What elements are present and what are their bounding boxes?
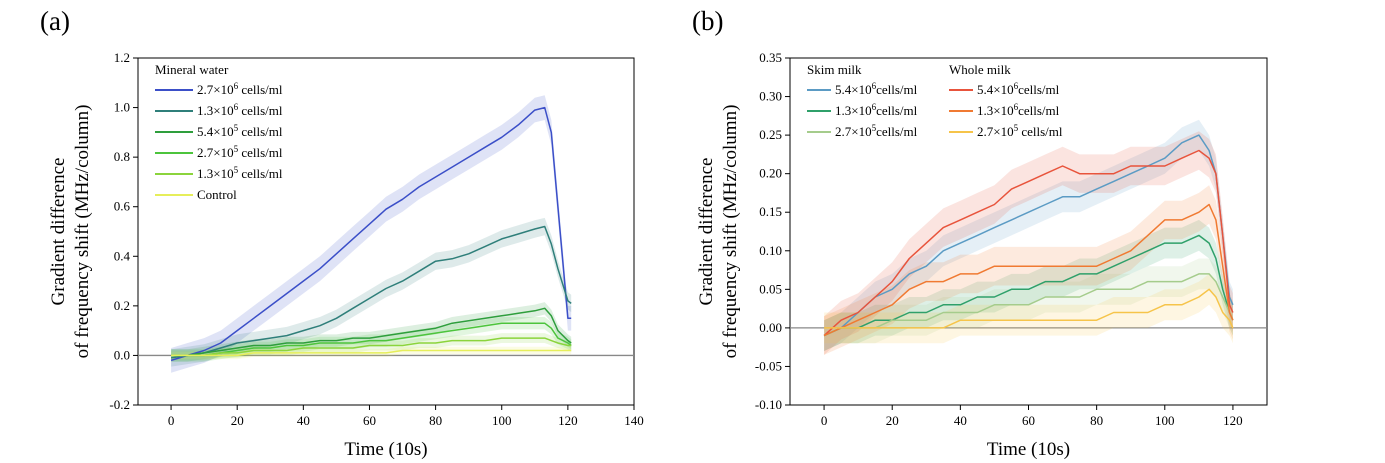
series-line bbox=[823, 134, 1234, 337]
series-line bbox=[170, 225, 572, 359]
x-tick-label: 120 bbox=[558, 413, 578, 428]
y-axis-label-line2: of frequency shift (MHz/column) bbox=[720, 105, 741, 359]
legend-label: 2.7×105cells/ml bbox=[835, 123, 918, 139]
series-band bbox=[171, 95, 572, 373]
y-tick-label: -0.2 bbox=[109, 397, 130, 412]
panel-a: (a) 0 20 40 60 80 100 120 140 -0.2 0.0 0.2 0.4 0.6 0.… bbox=[0, 0, 692, 463]
plot-frame bbox=[137, 57, 635, 406]
y-tick-label: 1.0 bbox=[114, 100, 130, 115]
series-line bbox=[823, 149, 1234, 337]
series-line bbox=[171, 337, 572, 357]
y-tick-label: 0.4 bbox=[114, 248, 131, 263]
chart-a: 0 20 40 60 80 100 120 140 -0.2 0.0 0.2 0.4 0.6 0.8 1.0… bbox=[48, 50, 644, 460]
y-tick-label: 0.05 bbox=[759, 281, 782, 296]
legend-label: 1.3×105 cells/ml bbox=[197, 165, 283, 181]
x-tick-label: 80 bbox=[1090, 413, 1103, 428]
series-band bbox=[824, 185, 1233, 355]
legend-label: 5.4×106cells/ml bbox=[835, 81, 918, 97]
series-lines bbox=[823, 134, 1234, 337]
y-axis-label-line1: Gradient difference bbox=[48, 158, 69, 306]
series-line bbox=[823, 273, 1234, 337]
legend-label: 2.7×105 cells/ml bbox=[197, 144, 283, 160]
x-axis-label: Time (10s) bbox=[344, 439, 427, 460]
y-tick-label: 1.2 bbox=[114, 50, 130, 65]
series-band bbox=[824, 119, 1233, 351]
x-tick-label: 100 bbox=[492, 413, 512, 428]
panel-b: (b) 0 20 40 60 80 100 120 -0.10 -0.05 0.00 0.05 0.1… bbox=[692, 0, 1385, 463]
y-tick-label: 0.15 bbox=[759, 204, 782, 219]
legend-label: 1.3×106 cells/ml bbox=[197, 102, 283, 118]
series-band bbox=[171, 302, 572, 362]
legend-label: 1.3×106cells/ml bbox=[977, 102, 1060, 118]
x-tick-label: 60 bbox=[363, 413, 376, 428]
series-line bbox=[170, 106, 572, 362]
legend-label: 5.4×106cells/ml bbox=[977, 81, 1060, 97]
legend-label: 5.4×105 cells/ml bbox=[197, 123, 283, 139]
x-tick-label: 120 bbox=[1223, 413, 1243, 428]
legend-group-title: Skim milk bbox=[807, 62, 862, 77]
y-tick-label: 0.00 bbox=[759, 320, 782, 335]
legend-label: 1.3×106cells/ml bbox=[835, 102, 918, 118]
series-band bbox=[171, 217, 572, 367]
y-tick-label: 0.6 bbox=[114, 199, 131, 214]
y-tick-label: 0.20 bbox=[759, 166, 782, 181]
series-line bbox=[824, 288, 1234, 329]
x-tick-label: 40 bbox=[297, 413, 310, 428]
panel-label-b: (b) bbox=[692, 6, 724, 36]
series-lines bbox=[170, 106, 572, 362]
series-band bbox=[824, 219, 1233, 351]
y-tick-label: 0.0 bbox=[114, 347, 130, 362]
chart-b: 0 20 40 60 80 100 120 -0.10 -0.05 0.00 0.05 0.10 0.1… bbox=[696, 50, 1268, 460]
y-tick-label: 0.30 bbox=[759, 89, 782, 104]
y-tick-label: 0.8 bbox=[114, 149, 130, 164]
x-tick-label: 0 bbox=[168, 413, 175, 428]
legend: Skim milk 5.4×106cells/ml 1.3×106cells/ml 2… bbox=[807, 62, 1063, 139]
legend: Mineral water 2.7×106 cells/ml 1.3×106 cel… bbox=[155, 62, 283, 202]
x-tick-label: 40 bbox=[954, 413, 967, 428]
legend-label: 2.7×105 cells/ml bbox=[977, 123, 1063, 139]
y-tick-label: 0.10 bbox=[759, 243, 782, 258]
series-line bbox=[823, 203, 1234, 337]
legend-group-title: Mineral water bbox=[155, 62, 229, 77]
y-tick-label: -0.10 bbox=[755, 397, 782, 412]
y-tick-label: -0.05 bbox=[755, 358, 782, 373]
series-line bbox=[171, 307, 572, 357]
panel-label-a: (a) bbox=[40, 6, 70, 36]
x-tick-label: 140 bbox=[624, 413, 644, 428]
series-line bbox=[171, 322, 572, 357]
x-tick-label: 20 bbox=[886, 413, 899, 428]
y-axis-label-line1: Gradient difference bbox=[696, 158, 717, 306]
series-band bbox=[824, 273, 1233, 344]
x-axis-label: Time (10s) bbox=[987, 439, 1070, 460]
x-tick-label: 80 bbox=[429, 413, 442, 428]
series-line bbox=[171, 349, 572, 357]
legend-group-title: Whole milk bbox=[949, 62, 1011, 77]
series-line bbox=[823, 234, 1234, 337]
x-tick-label: 0 bbox=[821, 413, 828, 428]
y-tick-label: 0.2 bbox=[114, 298, 130, 313]
x-tick-label: 100 bbox=[1155, 413, 1175, 428]
legend-label: Control bbox=[197, 187, 237, 202]
y-tick-label: 0.25 bbox=[759, 127, 782, 142]
y-tick-label: 0.35 bbox=[759, 50, 782, 65]
y-axis-label-line2: of frequency shift (MHz/column) bbox=[72, 105, 93, 359]
x-tick-label: 20 bbox=[231, 413, 244, 428]
x-tick-label: 60 bbox=[1022, 413, 1035, 428]
legend-label: 2.7×106 cells/ml bbox=[197, 81, 283, 97]
